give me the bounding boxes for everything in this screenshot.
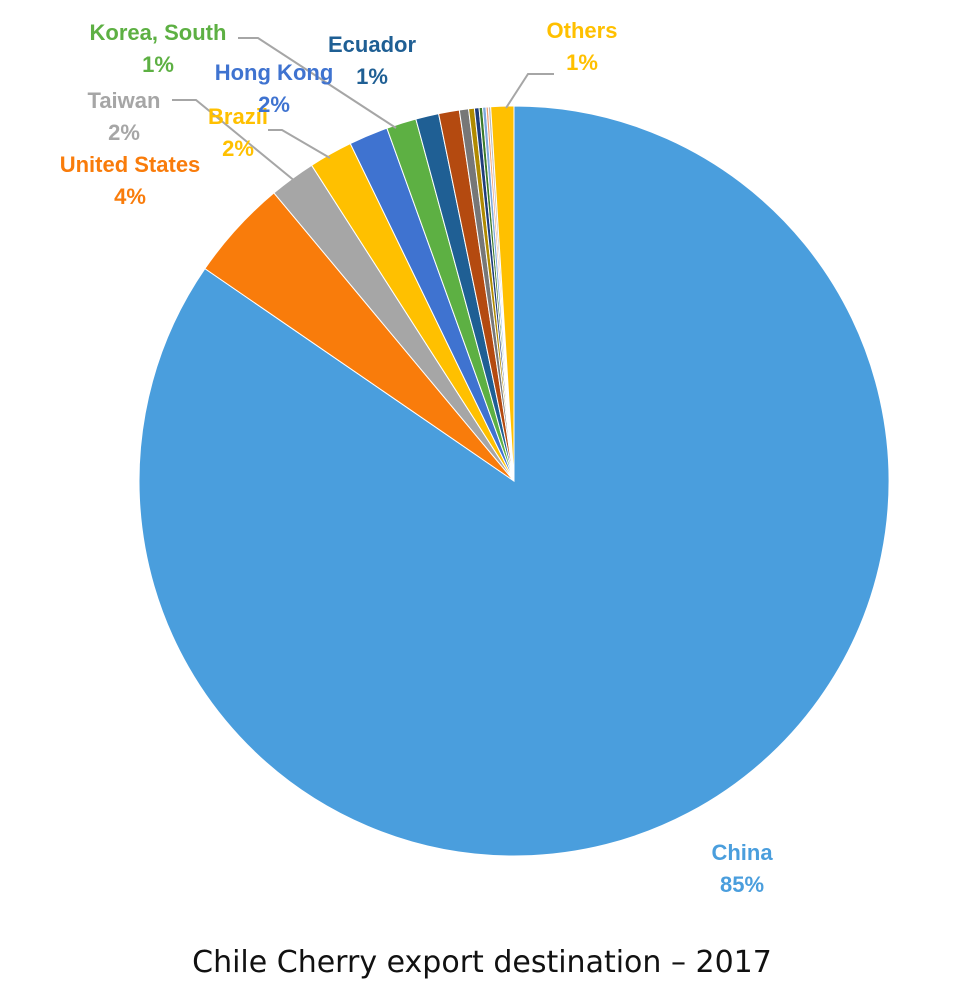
leader-line-brazil [268,129,331,159]
label-others-name: Others [547,18,618,43]
label-china-name: China [711,840,773,865]
label-hong-kong-percent: 2% [258,92,290,117]
label-ecuador-percent: 1% [356,64,388,89]
label-korea-south-percent: 1% [142,52,174,77]
label-united-states-name: United States [60,152,201,177]
leader-line-korea-south [238,37,397,129]
leader-line-taiwan [172,99,297,183]
label-taiwan-percent: 2% [108,120,140,145]
chart-title: Chile Cherry export destination – 2017 [192,945,772,980]
leader-lines [172,37,554,183]
label-china-percent: 85% [720,872,764,897]
label-korea-south-name: Korea, South [90,20,227,45]
label-hong-kong-name: Hong Kong [215,60,334,85]
label-united-states-percent: 4% [114,184,146,209]
leader-line-others [505,73,554,109]
slice-others [490,105,515,482]
label-ecuador-name: Ecuador [328,32,416,57]
label-brazil-name: Brazil [208,104,268,129]
label-taiwan-name: Taiwan [88,88,161,113]
pie-slices [138,105,890,857]
label-others-percent: 1% [566,50,598,75]
label-brazil-percent: 2% [222,136,254,161]
